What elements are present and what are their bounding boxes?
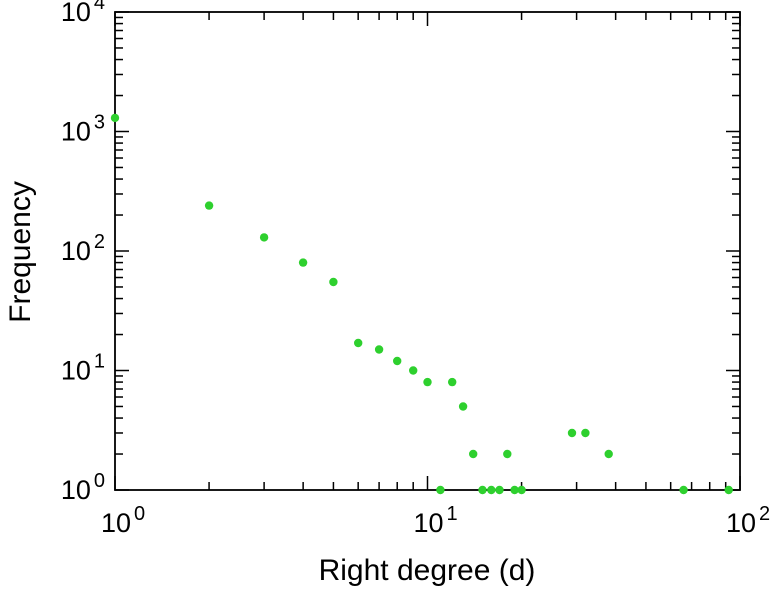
data-point bbox=[478, 485, 487, 495]
x-axis-ticks bbox=[114, 12, 741, 490]
y-tick-label: 10 3 bbox=[61, 112, 105, 147]
scatter-points bbox=[110, 113, 733, 495]
data-point bbox=[567, 428, 577, 438]
y-axis-title: Frequency bbox=[4, 181, 37, 323]
x-tick-label: 10 1 bbox=[414, 503, 458, 538]
data-point bbox=[458, 402, 468, 411]
data-point bbox=[110, 113, 120, 123]
x-axis-tick-labels: 10 0 10 1 10 2 bbox=[101, 503, 770, 538]
data-point bbox=[487, 485, 496, 495]
data-point bbox=[409, 366, 418, 375]
data-point bbox=[503, 449, 512, 459]
data-point bbox=[374, 345, 384, 354]
y-tick-label: 10 0 bbox=[61, 470, 105, 505]
x-tick-label: 10 2 bbox=[726, 503, 770, 538]
data-point bbox=[393, 356, 402, 366]
data-point bbox=[354, 338, 363, 348]
data-point bbox=[679, 485, 688, 495]
data-point bbox=[581, 428, 590, 438]
data-point bbox=[517, 485, 526, 495]
data-point bbox=[724, 485, 733, 495]
plot-frame bbox=[114, 11, 741, 491]
data-point bbox=[259, 233, 269, 242]
data-point bbox=[204, 201, 214, 210]
y-tick-label: 10 2 bbox=[61, 231, 105, 266]
data-point bbox=[510, 485, 519, 495]
data-point bbox=[448, 377, 457, 387]
x-axis-title: Right degree (d) bbox=[319, 554, 536, 587]
data-point bbox=[469, 449, 478, 459]
data-point bbox=[495, 485, 504, 495]
y-tick-label: 10 1 bbox=[61, 351, 105, 386]
y-axis-ticks bbox=[115, 11, 740, 491]
data-point bbox=[329, 277, 338, 287]
data-point bbox=[604, 449, 613, 459]
y-tick-label: 10 4 bbox=[61, 0, 105, 27]
data-point bbox=[436, 485, 445, 495]
data-point bbox=[298, 258, 308, 267]
x-tick-label: 10 0 bbox=[101, 503, 145, 538]
data-point bbox=[423, 377, 432, 387]
